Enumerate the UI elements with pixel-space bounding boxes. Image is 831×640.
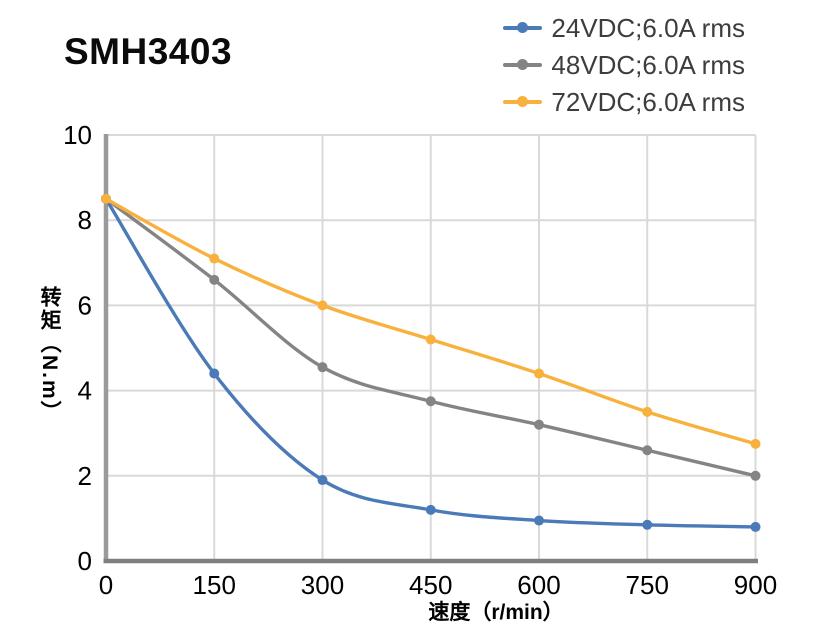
x-tick-label: 600 xyxy=(517,570,560,600)
data-point-marker xyxy=(317,475,328,486)
data-point-marker xyxy=(534,368,544,379)
y-tick-label: 0 xyxy=(78,546,92,576)
data-point-marker xyxy=(209,274,220,285)
data-point-marker xyxy=(209,368,220,379)
y-tick-label: 6 xyxy=(78,290,92,320)
data-point-marker xyxy=(317,362,328,373)
data-point-marker xyxy=(750,470,761,481)
x-tick-label: 0 xyxy=(99,570,113,600)
line-dot-marker-icon xyxy=(503,59,543,70)
x-tick-label: 450 xyxy=(409,570,452,600)
legend-item-48vdc: 48VDC;6.0A rms xyxy=(503,49,745,80)
chart-title: SMH3403 xyxy=(64,31,233,72)
y-tick-label: 2 xyxy=(78,461,92,491)
x-tick-label: 300 xyxy=(301,570,344,600)
line-dot-marker-icon xyxy=(503,96,543,107)
data-point-marker xyxy=(642,519,653,530)
data-point-marker xyxy=(425,396,436,407)
y-tick-label: 8 xyxy=(78,205,92,235)
data-point-marker xyxy=(317,300,328,311)
legend: 24VDC;6.0A rms 48VDC;6.0A rms 72VDC;6.0A… xyxy=(503,12,745,117)
data-point-marker xyxy=(425,334,436,345)
data-point-marker xyxy=(750,438,761,449)
data-point-marker xyxy=(534,515,544,526)
x-tick-label: 750 xyxy=(626,570,669,600)
data-point-marker xyxy=(642,406,653,417)
data-point-marker xyxy=(642,445,653,456)
data-point-marker xyxy=(425,504,436,515)
y-tick-label: 4 xyxy=(78,376,92,406)
data-point-marker xyxy=(101,193,111,204)
data-point-marker xyxy=(534,419,544,430)
legend-label-72vdc: 72VDC;6.0A rms xyxy=(551,86,745,117)
y-tick-label: 10 xyxy=(63,120,92,150)
data-point-marker xyxy=(209,253,220,264)
line-dot-marker-icon xyxy=(503,22,543,33)
legend-item-24vdc: 24VDC;6.0A rms xyxy=(503,12,745,43)
legend-item-72vdc: 72VDC;6.0A rms xyxy=(503,86,745,117)
x-tick-label: 900 xyxy=(734,570,777,600)
y-axis-title: 转矩（N.m） xyxy=(38,286,62,424)
legend-label-24vdc: 24VDC;6.0A rms xyxy=(551,12,745,43)
x-axis-title: 速度（r/min） xyxy=(428,601,564,624)
legend-label-48vdc: 48VDC;6.0A rms xyxy=(551,49,745,80)
x-tick-label: 150 xyxy=(193,570,236,600)
data-point-marker xyxy=(750,521,761,532)
